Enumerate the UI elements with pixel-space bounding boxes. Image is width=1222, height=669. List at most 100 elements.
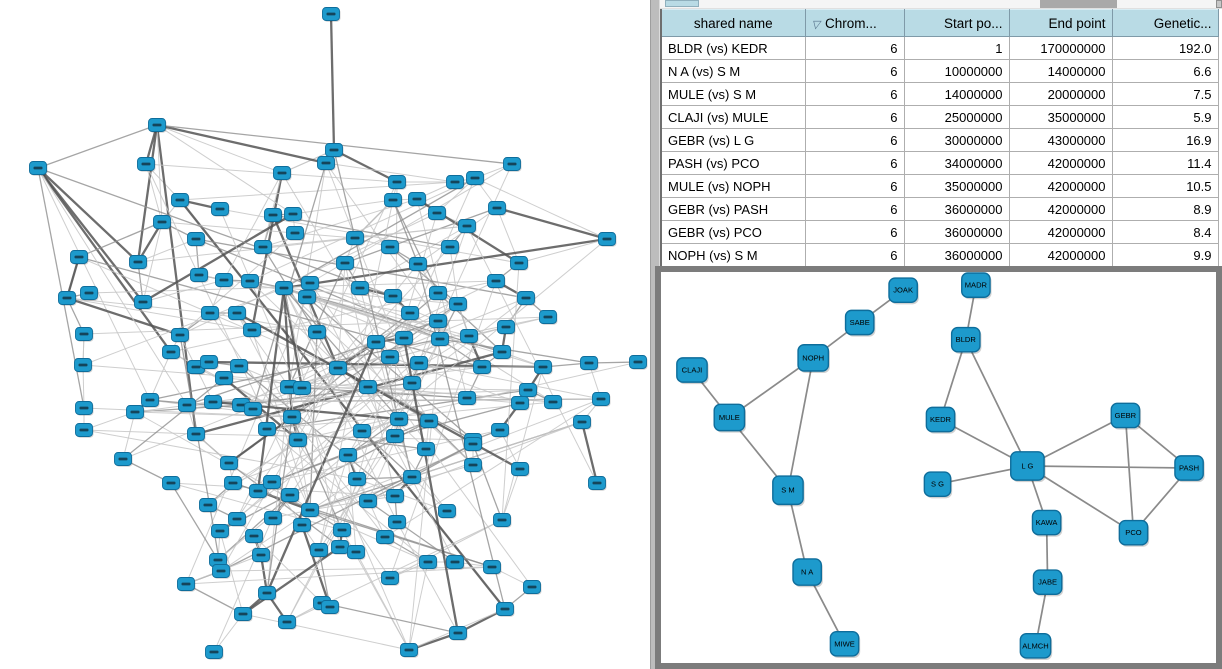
node-shape[interactable] [1110, 402, 1141, 429]
network-node[interactable] [493, 345, 512, 360]
table-cell[interactable]: 42000000 [1008, 174, 1113, 198]
network-node[interactable] [353, 424, 372, 439]
network-node[interactable] [211, 202, 230, 217]
network-node[interactable] [301, 503, 320, 518]
network-node[interactable] [329, 361, 348, 376]
table-cell[interactable]: 7.5 [1111, 82, 1219, 106]
network-node[interactable] [200, 355, 219, 370]
node-MIWE[interactable]: MIWE [829, 630, 861, 658]
node-shape[interactable] [923, 471, 952, 498]
network-node[interactable] [243, 323, 262, 338]
node-NA[interactable]: N A [792, 558, 823, 588]
table-tab[interactable] [665, 0, 699, 7]
table-cell[interactable]: 34000000 [903, 151, 1010, 175]
table-cell[interactable]: 6 [804, 59, 905, 83]
network-node[interactable] [419, 555, 438, 570]
network-node[interactable] [458, 391, 477, 406]
network-node[interactable] [293, 381, 312, 396]
node-shape[interactable] [1032, 569, 1063, 596]
network-node[interactable] [278, 615, 297, 630]
network-node[interactable] [592, 392, 611, 407]
table-cell[interactable]: 20000000 [1008, 82, 1113, 106]
node-KEDR[interactable]: KEDR [925, 406, 957, 434]
network-node[interactable] [201, 306, 220, 321]
node-MADR[interactable]: MADR [961, 272, 992, 300]
node-shape[interactable] [1019, 632, 1052, 659]
network-node[interactable] [573, 415, 592, 430]
network-node[interactable] [137, 157, 156, 172]
network-node[interactable] [134, 295, 153, 310]
network-node[interactable] [403, 470, 422, 485]
network-node[interactable] [384, 289, 403, 304]
node-ALMCH[interactable]: ALMCH [1019, 632, 1053, 660]
main-network-panel[interactable] [0, 0, 650, 669]
network-node[interactable] [446, 175, 465, 190]
table-cell[interactable]: CLAJI (vs) MULE [660, 105, 806, 129]
column-header-end-point[interactable]: End point [1008, 9, 1113, 37]
network-node[interactable] [487, 274, 506, 289]
network-node[interactable] [517, 291, 536, 306]
column-header-start-po---[interactable]: Start po... [903, 9, 1010, 37]
network-node[interactable] [321, 600, 340, 615]
table-cell[interactable]: 42000000 [1008, 197, 1113, 221]
network-node[interactable] [333, 523, 352, 538]
table-cell[interactable]: 10000000 [903, 59, 1010, 83]
network-node[interactable] [488, 201, 507, 216]
table-cell[interactable]: 6 [804, 105, 905, 129]
network-node[interactable] [187, 232, 206, 247]
network-node[interactable] [511, 462, 530, 477]
table-cell[interactable]: 6.6 [1111, 59, 1219, 83]
node-PASH[interactable]: PASH [1174, 455, 1205, 483]
network-node[interactable] [473, 360, 492, 375]
network-node[interactable] [496, 602, 515, 617]
table-cell[interactable]: 35000000 [903, 174, 1010, 198]
network-node[interactable] [503, 157, 522, 172]
network-node[interactable] [273, 166, 292, 181]
network-node[interactable] [376, 530, 395, 545]
scroll-notch[interactable] [1040, 0, 1117, 8]
network-node[interactable] [359, 494, 378, 509]
node-JOAK[interactable]: JOAK [888, 277, 919, 305]
network-node[interactable] [263, 475, 282, 490]
network-node[interactable] [510, 256, 529, 271]
table-cell[interactable]: 25000000 [903, 105, 1010, 129]
network-node[interactable] [339, 448, 358, 463]
network-node[interactable] [286, 226, 305, 241]
network-node[interactable] [220, 456, 239, 471]
table-cell[interactable]: 35000000 [1008, 105, 1113, 129]
network-node[interactable] [249, 484, 268, 499]
node-BLDR[interactable]: BLDR [950, 326, 982, 354]
table-row[interactable]: MULE (vs) S M 6 14000000 20000000 7.5 [660, 82, 1219, 106]
main-network-canvas[interactable] [0, 0, 650, 669]
network-node[interactable] [497, 320, 516, 335]
network-node[interactable] [129, 255, 148, 270]
network-node[interactable] [322, 7, 341, 22]
table-cell[interactable]: 11.4 [1111, 151, 1219, 175]
table-row[interactable]: MULE (vs) NOPH 6 35000000 42000000 10.5 [660, 174, 1219, 198]
table-cell[interactable]: 36000000 [903, 243, 1010, 266]
node-SG[interactable]: S G [923, 471, 953, 499]
network-node[interactable] [429, 314, 448, 329]
table-cell[interactable]: PASH (vs) PCO [660, 151, 806, 175]
network-node[interactable] [264, 208, 283, 223]
network-node[interactable] [171, 193, 190, 208]
edge-NOPH-SM[interactable] [787, 357, 815, 491]
node-SABE[interactable]: SABE [844, 309, 876, 337]
network-node[interactable] [429, 286, 448, 301]
network-node[interactable] [244, 402, 263, 417]
node-shape[interactable] [1031, 509, 1062, 536]
node-NOPH[interactable]: NOPH [797, 344, 830, 374]
network-node[interactable] [441, 240, 460, 255]
edge-BLDR-LG[interactable] [965, 339, 1029, 467]
node-KAWA[interactable]: KAWA [1031, 509, 1063, 537]
network-node[interactable] [458, 219, 477, 234]
network-node[interactable] [75, 327, 94, 342]
table-cell[interactable]: 5.9 [1111, 105, 1219, 129]
network-node[interactable] [449, 626, 468, 641]
table-cell[interactable]: BLDR (vs) KEDR [660, 36, 806, 60]
network-node[interactable] [598, 232, 617, 247]
network-node[interactable] [234, 607, 253, 622]
table-row[interactable]: PASH (vs) PCO 6 34000000 42000000 11.4 [660, 151, 1219, 175]
network-node[interactable] [75, 401, 94, 416]
network-node[interactable] [381, 571, 400, 586]
